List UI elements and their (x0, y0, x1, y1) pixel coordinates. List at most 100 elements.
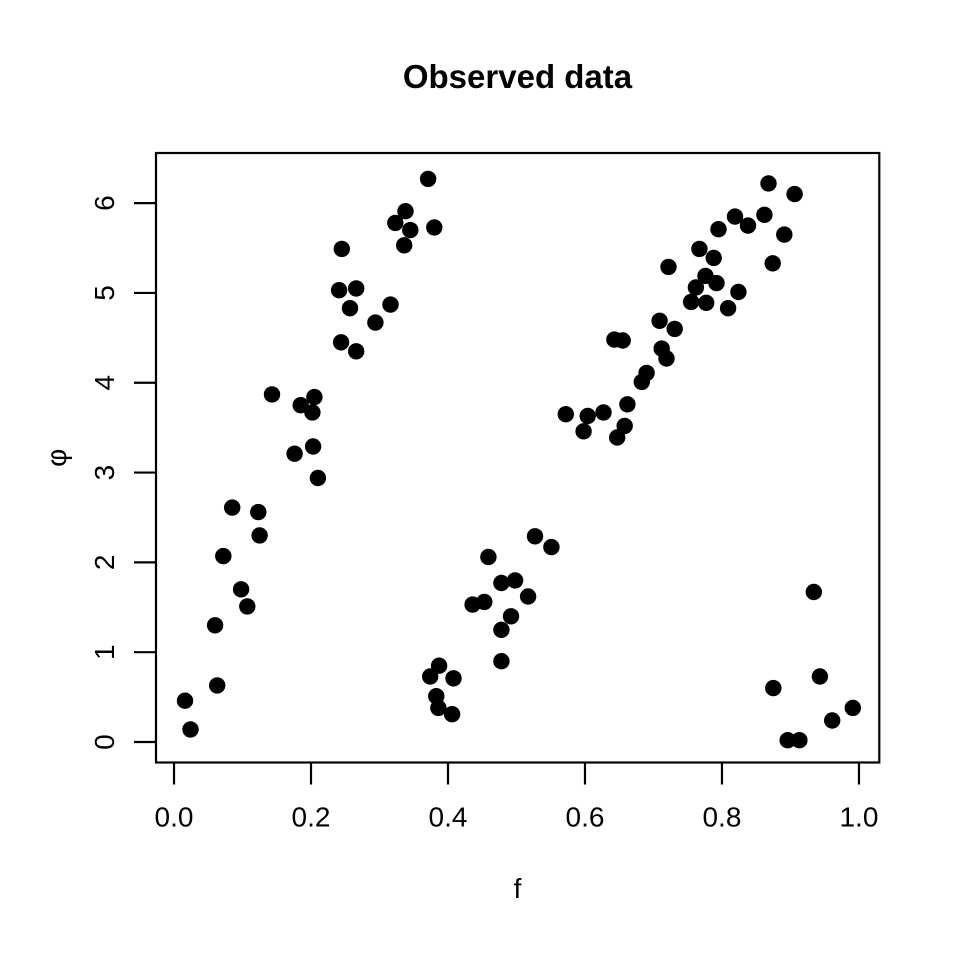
data-point (579, 407, 596, 425)
data-point (502, 608, 520, 625)
data-point (764, 255, 781, 272)
data-point (251, 527, 268, 544)
data-point (367, 314, 384, 331)
data-point (682, 293, 700, 311)
data-point (616, 417, 633, 435)
data-point (250, 503, 267, 521)
data-point (756, 206, 773, 223)
plot-box (154, 151, 881, 764)
data-point (348, 343, 365, 360)
data-point (306, 388, 323, 406)
data-point (215, 547, 232, 565)
data-point (176, 692, 194, 709)
chart-title: Observed data (403, 58, 633, 95)
data-point (182, 721, 199, 738)
y-tick-label: 4 (89, 375, 120, 391)
data-point (422, 668, 439, 685)
y-tick-label: 3 (89, 465, 120, 481)
data-point (506, 572, 524, 589)
data-point (348, 280, 365, 297)
data-point (493, 574, 510, 592)
data-point (430, 699, 447, 717)
data-point (426, 219, 443, 236)
data-point (739, 217, 757, 234)
data-point (239, 598, 256, 615)
data-point (776, 226, 793, 243)
data-point (263, 386, 281, 403)
data-point (687, 279, 705, 296)
data-point (595, 404, 612, 421)
data-point (224, 499, 241, 516)
x-tick-label: 1.0 (839, 802, 878, 833)
data-point (209, 677, 226, 694)
y-axis-ticks: 0 1 2 3 4 5 6 (89, 195, 156, 750)
data-point (232, 581, 250, 598)
data-point (791, 732, 808, 749)
data-points-layer (176, 170, 861, 749)
data-point (387, 214, 404, 232)
data-point (575, 423, 592, 440)
data-point (651, 312, 668, 329)
data-point (309, 469, 327, 487)
data-point (805, 583, 822, 601)
data-point (330, 282, 348, 299)
data-point (666, 320, 683, 338)
x-tick-label: 0.0 (155, 802, 194, 833)
data-point (710, 221, 727, 238)
data-point (445, 670, 462, 687)
data-point (341, 300, 359, 317)
data-point (382, 296, 399, 313)
data-point (609, 429, 626, 446)
data-point (614, 332, 631, 349)
y-tick-label: 1 (89, 644, 120, 660)
data-point (698, 294, 715, 311)
data-point (786, 185, 803, 203)
data-point (402, 221, 419, 239)
data-point (206, 617, 224, 634)
data-point (493, 621, 510, 638)
y-tick-label: 0 (89, 734, 120, 750)
data-point (443, 706, 461, 723)
data-point (844, 699, 861, 717)
data-point (660, 258, 677, 276)
data-point (619, 396, 636, 413)
data-point (493, 653, 510, 670)
data-point (719, 300, 737, 317)
data-point (333, 240, 350, 258)
data-point (824, 712, 841, 729)
data-point (760, 175, 777, 192)
data-point (543, 538, 560, 556)
x-tick-label: 0.8 (702, 802, 741, 833)
data-point (691, 240, 708, 258)
data-point (557, 406, 574, 423)
data-point (419, 170, 437, 188)
data-point (730, 283, 747, 301)
data-point (638, 364, 655, 382)
data-point (292, 397, 309, 414)
data-point (526, 528, 544, 545)
y-tick-label: 2 (89, 555, 120, 571)
x-tick-label: 0.2 (292, 802, 331, 833)
data-point (779, 732, 796, 749)
data-point (286, 445, 303, 462)
y-axis-label: φ (41, 449, 72, 467)
x-tick-label: 0.6 (566, 802, 605, 833)
x-tick-label: 0.4 (429, 802, 468, 833)
data-point (430, 657, 448, 674)
data-point (332, 334, 350, 351)
data-point (811, 668, 829, 685)
data-point (397, 203, 414, 220)
y-tick-label: 6 (89, 195, 120, 211)
data-point (765, 679, 782, 697)
data-point (519, 588, 537, 605)
x-axis-ticks: 0.0 0.2 0.4 0.6 0.8 1.0 (155, 762, 878, 833)
data-point (708, 274, 725, 292)
data-point (658, 350, 675, 367)
data-point (476, 593, 493, 611)
data-point (304, 404, 321, 421)
y-tick-label: 5 (89, 285, 120, 301)
data-point (705, 249, 722, 267)
data-point (480, 548, 497, 566)
